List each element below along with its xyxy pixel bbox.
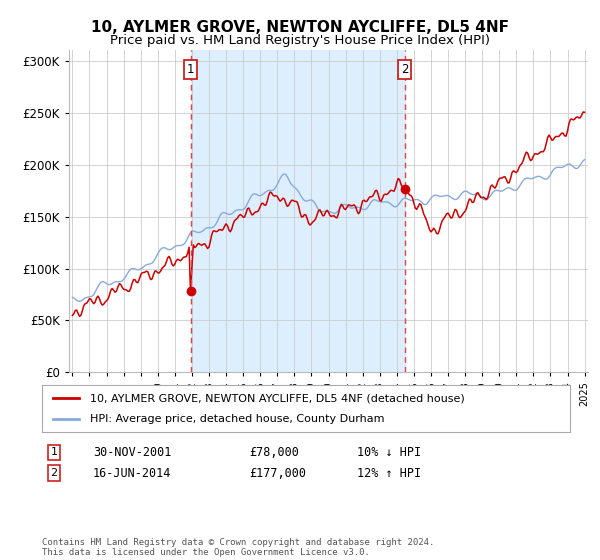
Text: 10, AYLMER GROVE, NEWTON AYCLIFFE, DL5 4NF: 10, AYLMER GROVE, NEWTON AYCLIFFE, DL5 4… <box>91 20 509 35</box>
Text: 1: 1 <box>50 447 58 458</box>
Text: 16-JUN-2014: 16-JUN-2014 <box>93 466 172 480</box>
Text: £78,000: £78,000 <box>249 446 299 459</box>
Text: 1: 1 <box>187 63 194 76</box>
Text: 10% ↓ HPI: 10% ↓ HPI <box>357 446 421 459</box>
Text: Contains HM Land Registry data © Crown copyright and database right 2024.
This d: Contains HM Land Registry data © Crown c… <box>42 538 434 557</box>
Text: 12% ↑ HPI: 12% ↑ HPI <box>357 466 421 480</box>
Text: HPI: Average price, detached house, County Durham: HPI: Average price, detached house, Coun… <box>89 414 384 424</box>
Text: Price paid vs. HM Land Registry's House Price Index (HPI): Price paid vs. HM Land Registry's House … <box>110 34 490 46</box>
Text: 2: 2 <box>401 63 409 76</box>
Text: £177,000: £177,000 <box>249 466 306 480</box>
Text: 2: 2 <box>50 468 58 478</box>
Text: 30-NOV-2001: 30-NOV-2001 <box>93 446 172 459</box>
Bar <box>191 50 404 372</box>
Text: 10, AYLMER GROVE, NEWTON AYCLIFFE, DL5 4NF (detached house): 10, AYLMER GROVE, NEWTON AYCLIFFE, DL5 4… <box>89 393 464 403</box>
